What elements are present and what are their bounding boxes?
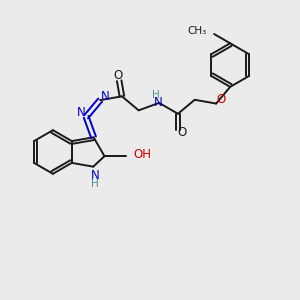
Text: O: O bbox=[177, 126, 187, 139]
Text: N: N bbox=[154, 96, 163, 110]
Text: N: N bbox=[77, 106, 85, 119]
Text: H: H bbox=[152, 90, 160, 100]
Text: CH₃: CH₃ bbox=[187, 26, 206, 36]
Text: N: N bbox=[91, 169, 100, 182]
Text: O: O bbox=[114, 69, 123, 82]
Text: H: H bbox=[92, 178, 99, 188]
Text: N: N bbox=[101, 90, 110, 103]
Text: OH: OH bbox=[133, 148, 151, 161]
Text: O: O bbox=[217, 93, 226, 106]
